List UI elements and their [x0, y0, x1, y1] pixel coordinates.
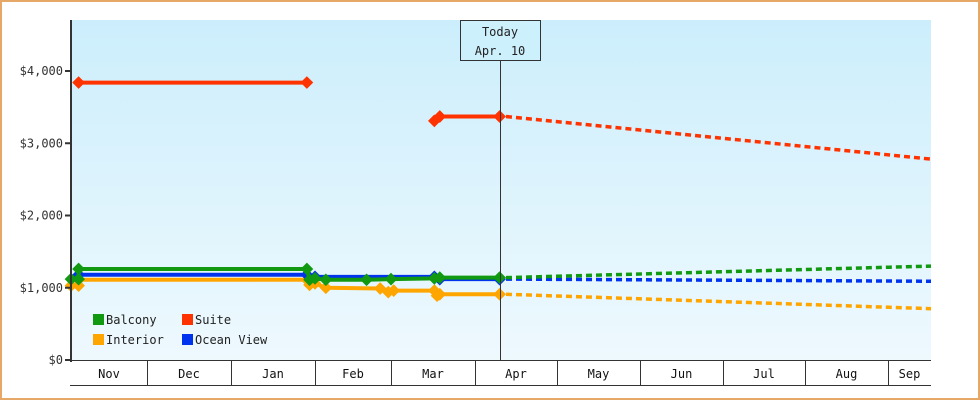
data-point[interactable] [433, 271, 447, 284]
data-point[interactable] [72, 272, 85, 286]
month-label-apr: Apr [505, 367, 527, 381]
month-label-jul: Jul [753, 367, 775, 381]
forecast-line [505, 292, 932, 311]
legend: Balcony Suite Interior Ocean View [93, 313, 268, 347]
month-label-jan: Jan [262, 367, 284, 381]
legend-item-interior[interactable]: Interior [93, 333, 164, 347]
month-label-sep: Sep [899, 367, 921, 381]
data-point[interactable] [433, 110, 447, 123]
data-point[interactable] [72, 262, 85, 276]
today-date: Apr. 10 [475, 44, 526, 58]
legend-item-ocean-view[interactable]: Ocean View [182, 333, 268, 347]
forecast-line [505, 277, 932, 283]
axes: $0 $1,000 $2,000 $3,000 $4,000 Nov Dec Jan Feb Ma… [20, 20, 931, 386]
legend-label: Interior [106, 333, 164, 347]
forecast-line [505, 114, 932, 161]
legend-label: Ocean View [195, 333, 268, 347]
y-tick-label: $3,000 [20, 136, 63, 150]
month-label-feb: Feb [342, 367, 364, 381]
data-point[interactable] [300, 262, 314, 276]
data-point[interactable] [433, 287, 447, 301]
legend-item-balcony[interactable]: Balcony [93, 313, 157, 327]
month-label-dec: Dec [178, 367, 200, 381]
today-label: Today [482, 25, 518, 39]
data-point[interactable] [387, 284, 401, 298]
month-label-may: May [588, 367, 610, 381]
legend-swatch [93, 334, 104, 345]
legend-item-suite[interactable]: Suite [182, 313, 231, 327]
series-layer [64, 76, 932, 311]
data-point[interactable] [493, 110, 506, 123]
data-point[interactable] [384, 272, 398, 286]
month-label-jun: Jun [671, 367, 693, 381]
y-tick-label: $0 [49, 353, 63, 367]
month-label-nov: Nov [98, 367, 120, 381]
forecast-line [505, 264, 932, 280]
legend-label: Suite [195, 313, 231, 327]
today-box [460, 20, 541, 61]
month-label-aug: Aug [836, 367, 858, 381]
y-tick-label: $4,000 [20, 64, 63, 78]
legend-swatch [182, 314, 193, 325]
data-point[interactable] [319, 281, 333, 295]
y-tick-label: $2,000 [20, 209, 63, 223]
legend-swatch [182, 334, 193, 345]
today-marker: Today Apr. 10 [460, 20, 541, 360]
data-point[interactable] [360, 273, 373, 287]
data-point[interactable] [300, 76, 314, 89]
legend-swatch [93, 314, 104, 325]
month-label-mar: Mar [422, 367, 444, 381]
data-point[interactable] [493, 287, 506, 301]
y-tick-label: $1,000 [20, 281, 63, 295]
data-point[interactable] [319, 273, 333, 287]
legend-label: Balcony [106, 313, 157, 327]
series-balcony [64, 262, 932, 287]
data-point[interactable] [308, 271, 322, 285]
data-point[interactable] [493, 271, 506, 284]
